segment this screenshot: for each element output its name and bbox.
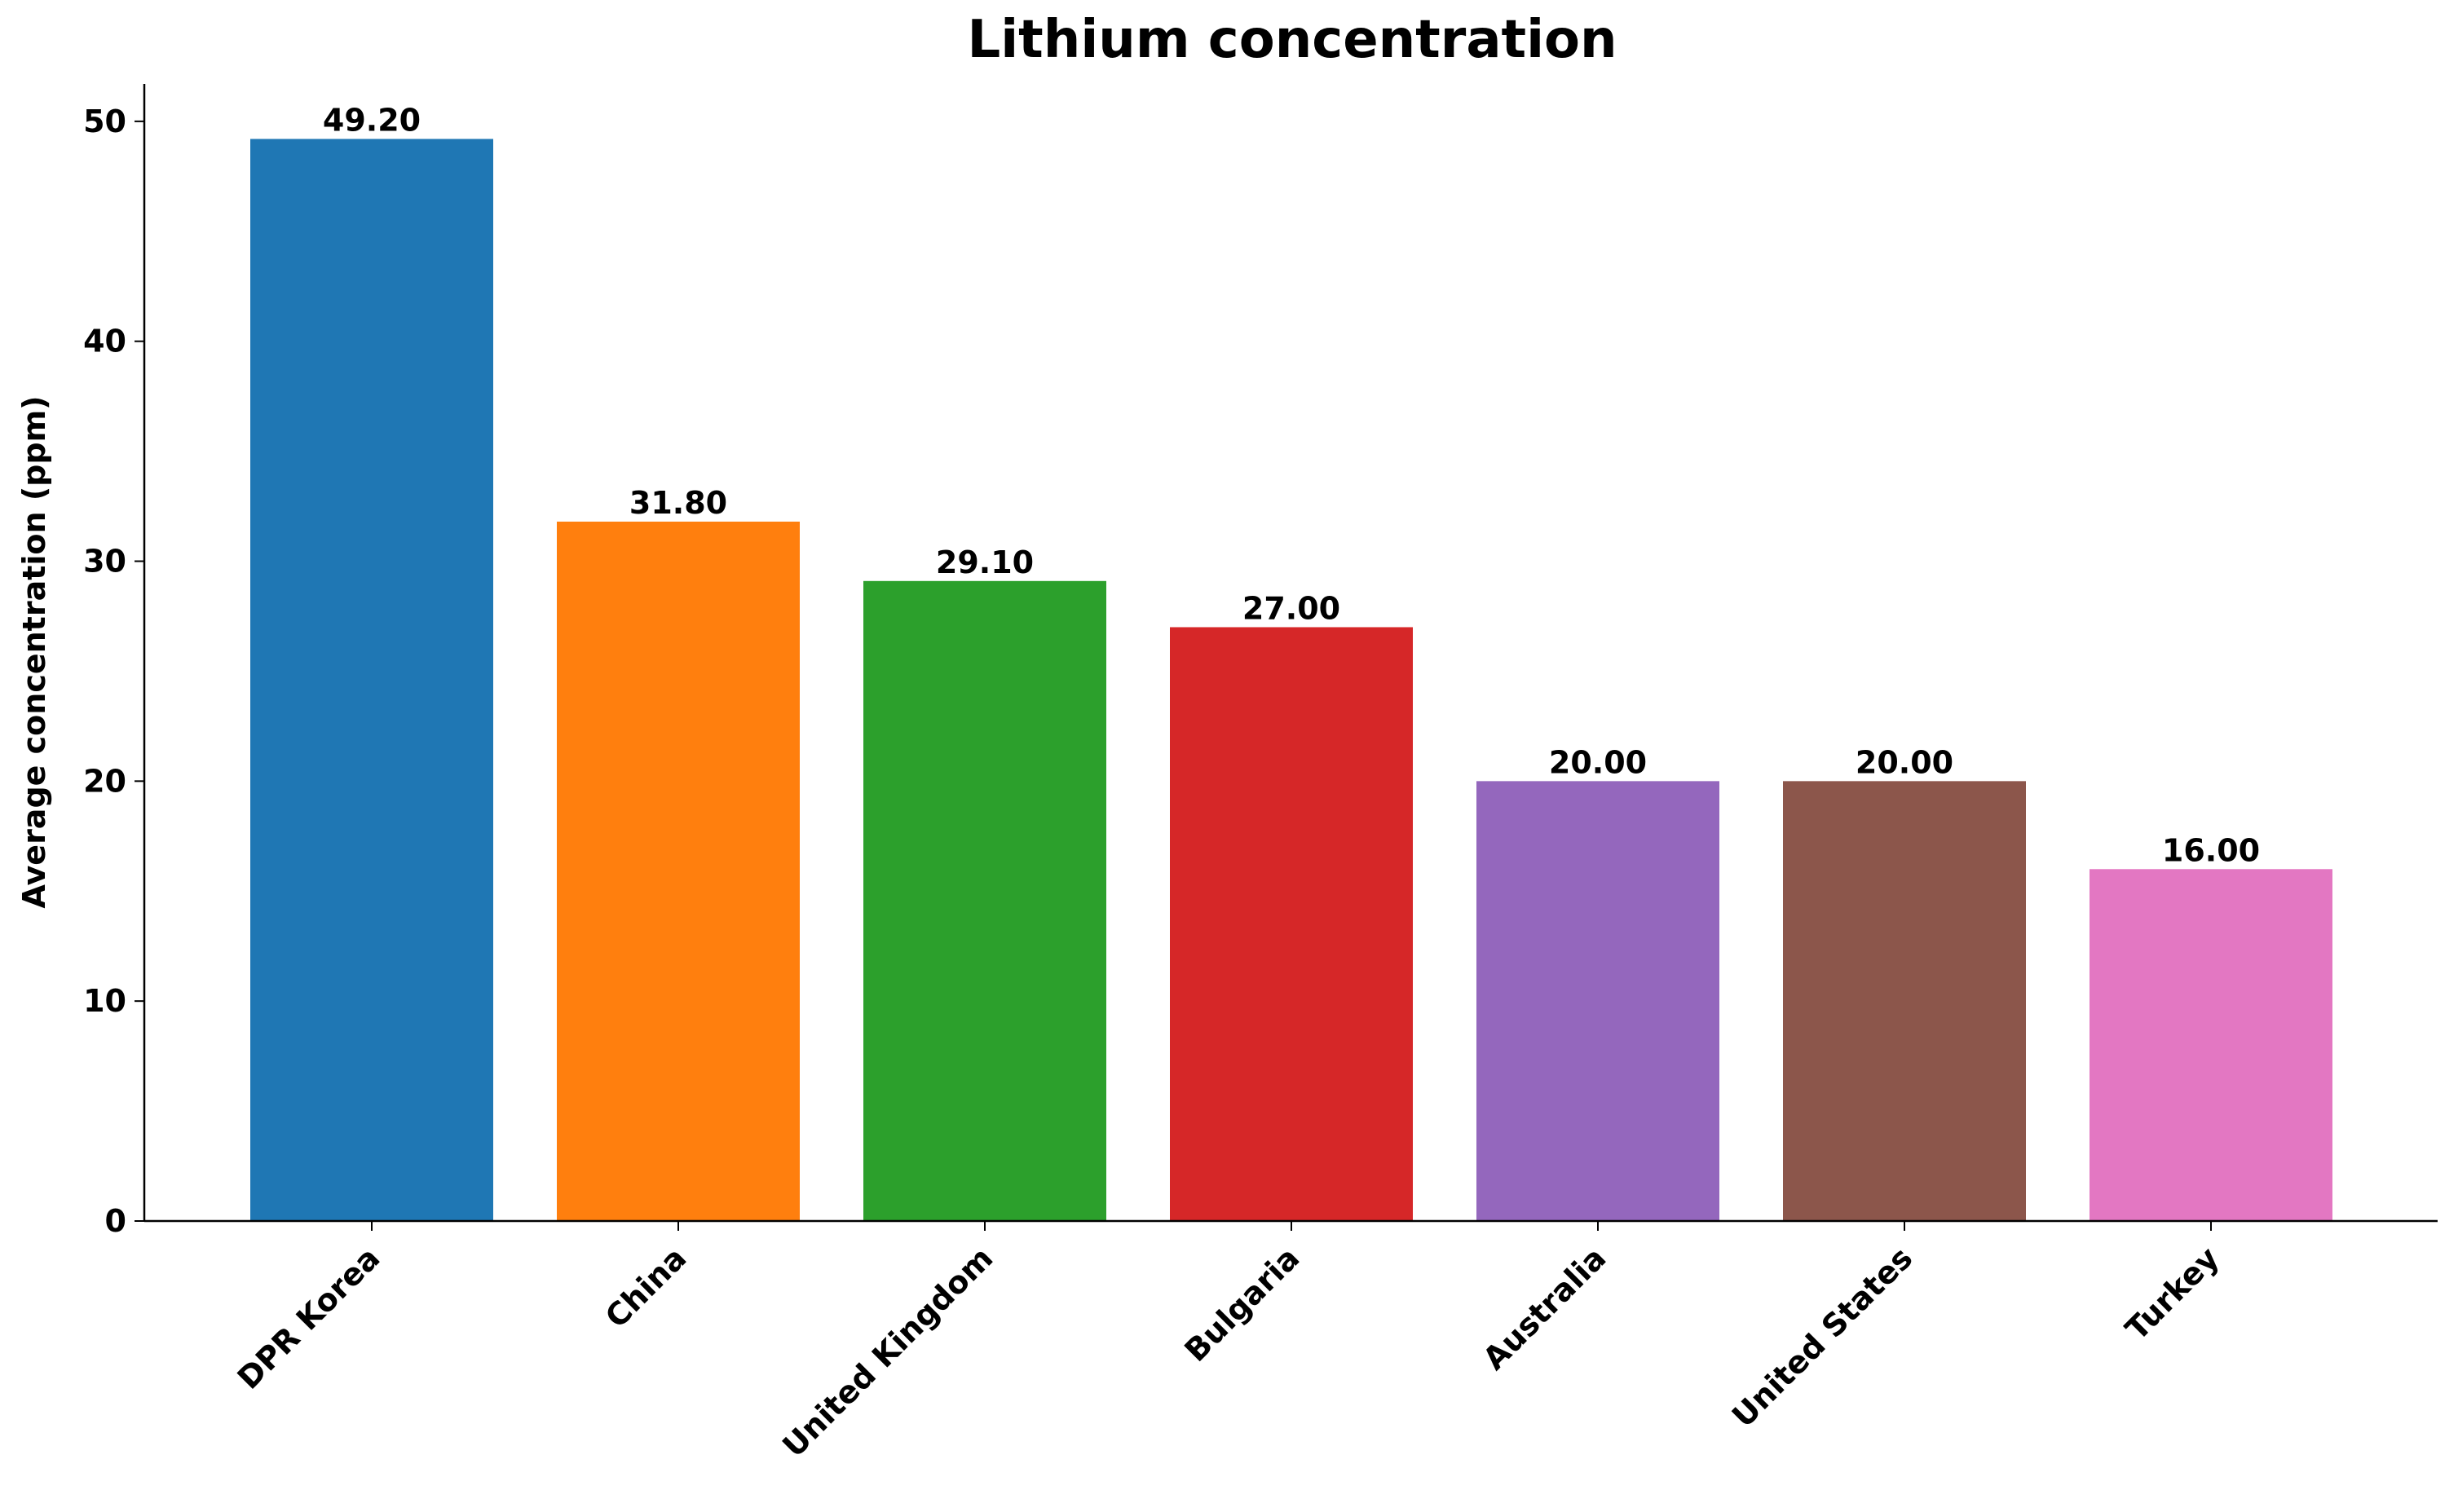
value-label: 31.80 — [629, 485, 727, 521]
y-tick-label: 10 — [83, 983, 126, 1019]
value-label: 29.10 — [936, 544, 1034, 580]
x-tick-label: Australia — [1476, 1240, 1613, 1377]
bar — [1476, 781, 1719, 1221]
x-tick-label: DPR Korea — [231, 1240, 387, 1396]
value-label: 20.00 — [1856, 744, 1953, 780]
value-label: 16.00 — [2162, 832, 2260, 868]
bar — [1170, 627, 1413, 1221]
y-tick-label: 20 — [83, 763, 126, 799]
bar — [2090, 869, 2332, 1221]
bar — [863, 580, 1106, 1221]
value-label: 20.00 — [1549, 744, 1647, 780]
y-tick-label: 0 — [105, 1203, 126, 1239]
bar — [1783, 781, 2026, 1221]
value-label: 49.20 — [323, 102, 421, 138]
y-tick-label: 40 — [83, 324, 126, 359]
y-axis-label: Average concentration (ppm) — [16, 395, 52, 908]
bar — [250, 139, 493, 1221]
value-label: 27.00 — [1242, 590, 1340, 626]
x-tick-label: United States — [1725, 1240, 1919, 1434]
bar — [557, 521, 800, 1221]
x-tick-label: Turkey — [2119, 1240, 2226, 1347]
chart-title: Lithium concentration — [967, 10, 1617, 70]
x-tick-label: Bulgaria — [1177, 1240, 1306, 1369]
x-tick-label: United Kingdom — [775, 1240, 1000, 1464]
x-tick-label: China — [598, 1240, 693, 1334]
y-tick-label: 50 — [83, 104, 126, 139]
y-tick-label: 30 — [83, 544, 126, 580]
